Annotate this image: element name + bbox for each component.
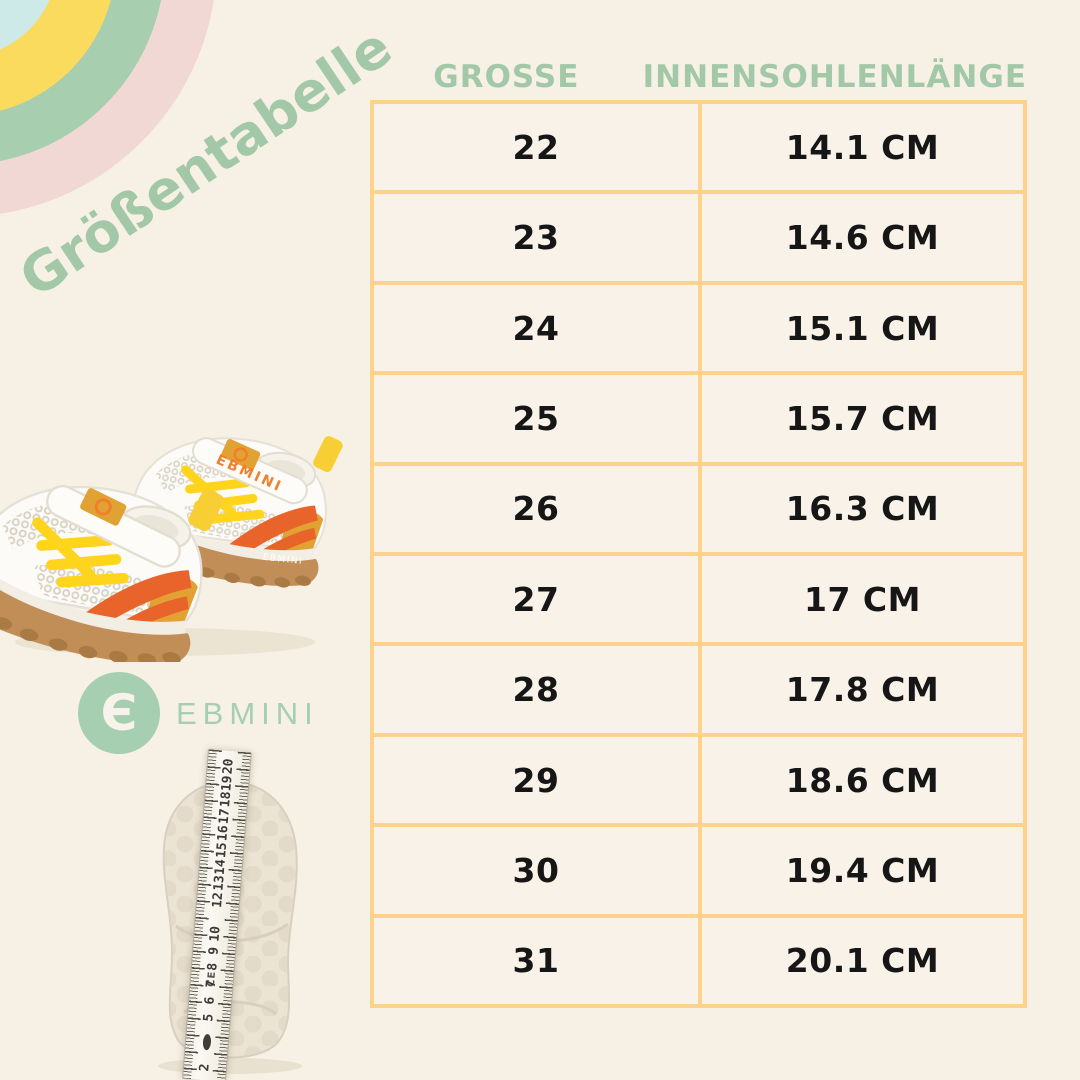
ruler-number: 14 <box>212 858 229 876</box>
table-row: 29 18.6 CM <box>374 732 1023 824</box>
strap-tab <box>221 439 261 471</box>
table-row: 28 17.8 CM <box>374 642 1023 733</box>
ruler-number: 20 <box>220 757 237 775</box>
shoe-back: EBMINI EBMINI <box>118 436 343 588</box>
ruler-number: 13 <box>211 875 228 892</box>
table-row: 31 20.1 CM <box>374 913 1023 1005</box>
brand-ring-icon <box>94 498 112 516</box>
insole-length-value: 16.3 CM <box>785 489 940 529</box>
gum-sole <box>118 511 319 586</box>
sole-brand-label: EBMINI <box>262 553 303 567</box>
ruler-number: 17 <box>216 808 233 825</box>
ruler-number: 9 <box>206 946 222 955</box>
ruler-number: 15 <box>214 841 231 859</box>
size-value: 25 <box>374 375 702 462</box>
ruler-number: 18 <box>217 791 235 809</box>
brand-logo-glyph: Є <box>100 684 138 742</box>
size-value: 24 <box>374 284 702 372</box>
table-row: 23 14.6 CM <box>374 190 1023 281</box>
size-value: 27 <box>374 556 702 643</box>
table-column-headers: GROSSE INNENSOHLENLÄNGE <box>370 54 1027 100</box>
table-row: 27 17 CM <box>374 552 1023 643</box>
insole-length-value: 15.1 CM <box>785 308 940 348</box>
insole-length-value: 17.8 CM <box>785 670 940 710</box>
heel-tab <box>313 436 343 473</box>
column-header-size: GROSSE <box>433 59 580 95</box>
size-value: 29 <box>374 736 702 824</box>
column-header-insole-length: INNENSOHLENLÄNGE <box>642 59 1027 95</box>
strap-tab <box>80 488 127 526</box>
insole-length-value: 14.6 CM <box>785 218 940 258</box>
size-value: 28 <box>374 646 702 733</box>
size-value: 22 <box>374 104 702 191</box>
size-value: 23 <box>374 194 702 281</box>
insole-length-value: 14.1 CM <box>785 127 940 167</box>
orange-stripe <box>228 505 318 553</box>
table-row: 26 16.3 CM <box>374 461 1023 553</box>
ruler-number: 16 <box>215 824 232 842</box>
size-value: 26 <box>374 465 702 553</box>
ruler-number: 8 <box>205 962 221 972</box>
gum-sole <box>0 569 191 662</box>
orange-stripe <box>85 570 192 623</box>
insole-length-value: 17 CM <box>804 579 921 619</box>
sole-treads <box>0 617 181 662</box>
brand-logo-text: EBMINI <box>176 696 319 731</box>
ruler-number: 12 <box>210 891 227 909</box>
ruler-brand-mark <box>202 1033 212 1051</box>
table-row: 22 14.1 CM <box>374 104 1023 191</box>
laces <box>32 517 129 588</box>
ruler-number: 10 <box>207 925 224 943</box>
insole-length-value: 18.6 CM <box>785 760 940 800</box>
ruler-number: 5 <box>201 1012 217 1022</box>
velcro-strap <box>46 484 181 568</box>
insole-length-value: 19.4 CM <box>785 850 940 890</box>
product-photo-shoes: EBMINI EBMINI <box>0 436 343 662</box>
brand-ring-icon <box>233 447 248 462</box>
size-value: 31 <box>374 917 702 1005</box>
size-table: 22 14.1 CM 23 14.6 CM 24 15.1 CM 25 15.7… <box>370 100 1027 1008</box>
size-value: 30 <box>374 827 702 914</box>
brand-logo-icon: Є <box>78 672 160 754</box>
rainbow-icon <box>0 0 310 310</box>
insole-length-value: 20.1 CM <box>785 941 940 981</box>
ruler-number: 7 <box>203 979 220 989</box>
insole-length-value: 15.7 CM <box>785 398 940 438</box>
ruler-number: 19 <box>219 774 236 792</box>
shoe-front <box>0 484 224 662</box>
heel-tab <box>188 488 224 532</box>
table-row: 30 19.4 CM <box>374 823 1023 914</box>
ruler-number: 6 <box>202 996 219 1006</box>
table-row: 24 15.1 CM <box>374 280 1023 372</box>
ruler-number: 2 <box>197 1063 213 1073</box>
table-row: 25 15.7 CM <box>374 371 1023 462</box>
